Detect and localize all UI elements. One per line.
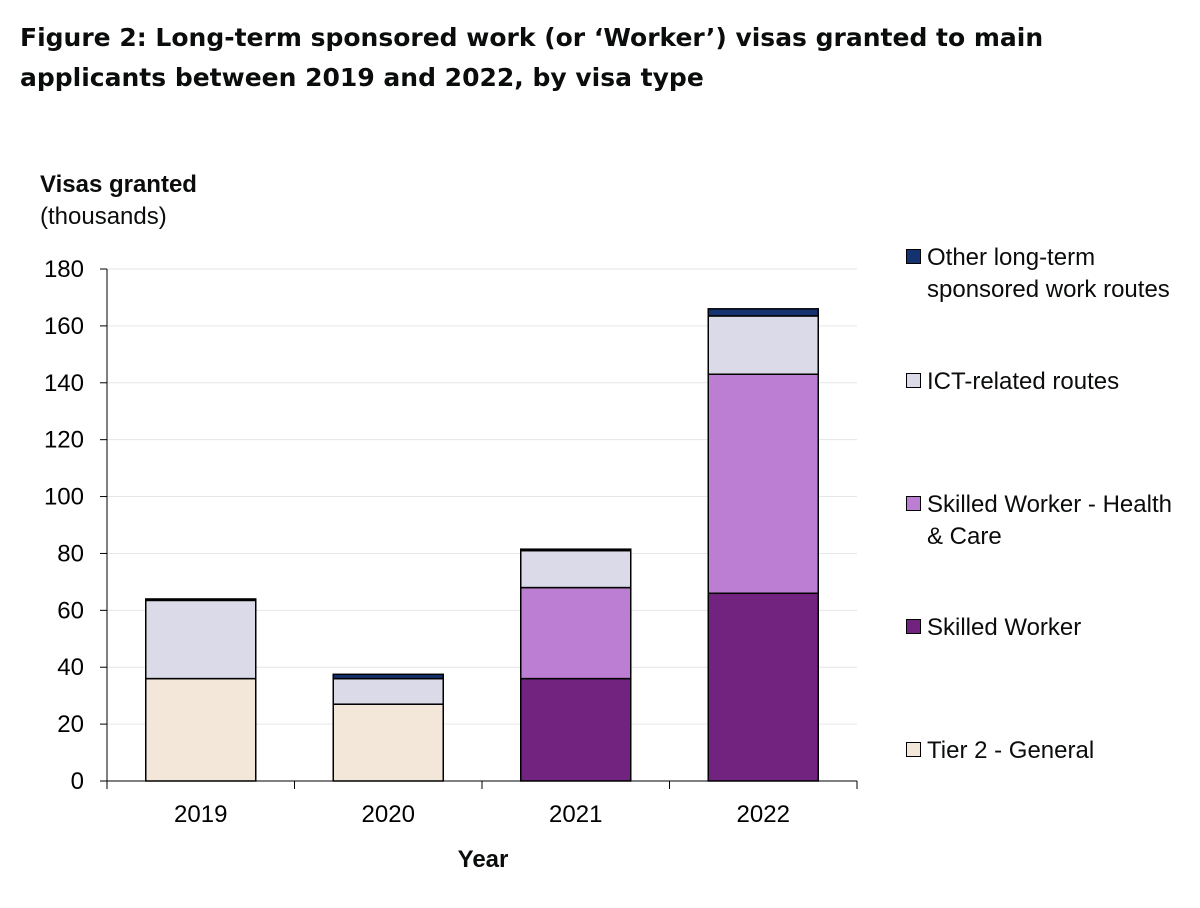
legend-swatch — [906, 496, 921, 511]
y-tick-label: 180 — [44, 256, 84, 283]
figure-title: Figure 2: Long-term sponsored work (or ‘… — [20, 23, 1044, 92]
legend-item: ICT-related routes — [906, 366, 1177, 398]
x-tick-label: 2021 — [549, 801, 602, 828]
legend-swatch — [906, 373, 921, 388]
legend-swatch — [906, 249, 921, 264]
legend-label: Tier 2 - General — [927, 737, 1095, 764]
bar-segment-2022-skilled-worker-health-care — [707, 373, 819, 595]
bar-segment-2019-other-long-term-sponsored-work-routes — [145, 598, 257, 602]
bar-segment-2019-tier-2-general — [145, 677, 257, 782]
y-axis-title: Visas granted — [40, 171, 197, 198]
axes: 0 20 40 60 80 100 120 140 160 180 2019 2020 2021 2022 — [44, 256, 858, 828]
y-tick-label: 120 — [44, 427, 84, 454]
x-axis-title: Year — [457, 846, 509, 873]
legend-item: Skilled Worker — [906, 612, 1177, 644]
legend-label: Skilled Worker - Health & Care — [927, 491, 1172, 550]
legend-item: Other long-term sponsored work routes — [906, 242, 1177, 306]
y-axis-units: (thousands) — [40, 203, 167, 230]
x-tick-label: 2019 — [174, 801, 227, 828]
y-tick-label: 160 — [44, 313, 84, 340]
bar-segment-2020-other-long-term-sponsored-work-routes — [332, 673, 444, 680]
legend-item: Tier 2 - General — [906, 735, 1177, 767]
y-tick-label: 60 — [57, 597, 84, 624]
bar-segment-2020-ict-related-routes — [332, 677, 444, 705]
bar-segment-2021-skilled-worker — [520, 677, 632, 782]
bar-segment-2021-ict-related-routes — [520, 549, 632, 589]
y-tick-label: 20 — [57, 711, 84, 738]
y-tick-label: 140 — [44, 370, 84, 397]
y-tick-label: 80 — [57, 540, 84, 567]
legend-swatch — [906, 619, 921, 634]
bar-segment-2022-ict-related-routes — [707, 315, 819, 375]
bar-segment-2021-other-long-term-sponsored-work-routes — [520, 548, 632, 552]
x-tick-label: 2020 — [362, 801, 415, 828]
y-tick-label: 100 — [44, 484, 84, 511]
legend: Other long-term sponsored work routes ICT… — [906, 240, 1186, 780]
legend-label: ICT-related routes — [927, 368, 1120, 395]
x-tick-label: 2022 — [737, 801, 790, 828]
bar-segment-2020-tier-2-general — [332, 703, 444, 782]
bars — [145, 308, 819, 782]
y-tick-label: 0 — [71, 768, 84, 795]
y-tick-label: 40 — [57, 654, 84, 681]
legend-label: Skilled Worker — [927, 614, 1082, 641]
legend-label: Other long-term sponsored work routes — [927, 244, 1170, 303]
legend-item: Skilled Worker - Health & Care — [906, 489, 1177, 553]
legend-swatch — [906, 742, 921, 757]
bar-segment-2022-other-long-term-sponsored-work-routes — [707, 308, 819, 317]
bar-segment-2019-ict-related-routes — [145, 599, 257, 680]
bar-segment-2021-skilled-worker-health-care — [520, 586, 632, 680]
bar-segment-2022-skilled-worker — [707, 592, 819, 782]
